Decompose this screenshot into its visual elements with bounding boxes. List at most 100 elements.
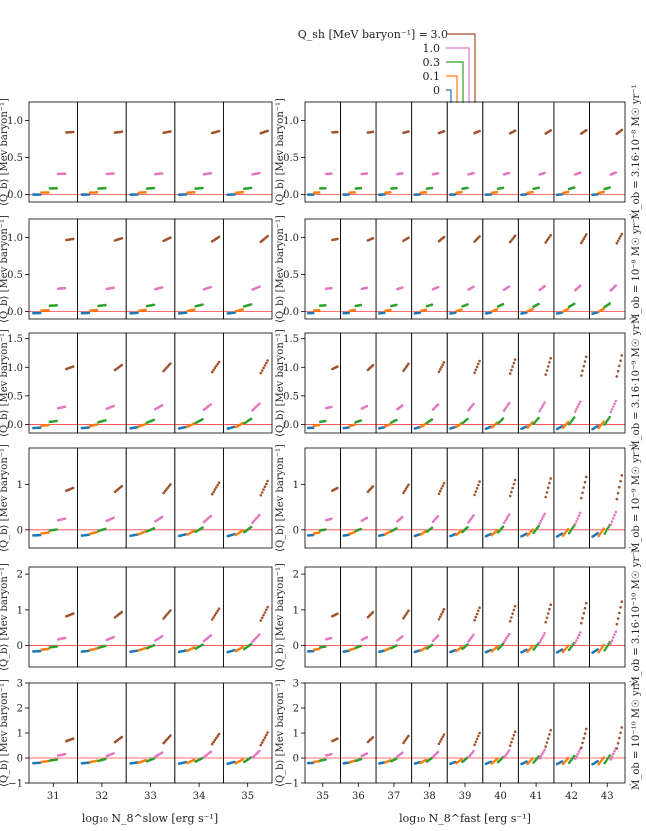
point-1.0: [542, 403, 545, 406]
point-0.3: [569, 529, 572, 533]
point-3.0: [619, 731, 622, 735]
panel-frame: [446, 101, 484, 203]
y-tick-label: 2: [17, 570, 23, 581]
point-3.0: [478, 359, 481, 363]
point-3.0: [582, 736, 586, 740]
point-0: [311, 311, 315, 315]
point-0.1: [602, 527, 605, 530]
point-3.0: [442, 607, 446, 611]
point-3.0: [508, 619, 512, 623]
panel-row-5-left: 31 32 33 34 35 −1 0 1 2 3 ⟨Q_b⟩ [Mev baryon⁻¹]: [0, 679, 273, 802]
panel-frame: [340, 447, 377, 549]
point-1.0: [612, 752, 615, 756]
point-3.0: [508, 494, 512, 498]
point-0.3: [572, 416, 576, 419]
legend-entry-3.0: 3.0: [431, 28, 449, 41]
point-3.0: [259, 743, 263, 747]
point-3.0: [616, 742, 620, 745]
point-0.3: [608, 186, 611, 189]
point-3.0: [336, 237, 339, 241]
point-0.3: [605, 644, 609, 648]
point-3.0: [620, 726, 624, 729]
point-0.3: [152, 303, 156, 307]
point-1.0: [209, 403, 213, 406]
panel-row-3-right: 0 1 ⟨Q_b⟩ [Mev baryon⁻¹]: [275, 444, 626, 552]
point-3.0: [217, 129, 221, 133]
point-0.3: [249, 417, 253, 421]
point-3.0: [478, 731, 481, 735]
point-0.3: [607, 642, 610, 646]
point-1.0: [112, 404, 115, 408]
point-3.0: [619, 359, 622, 363]
point-0.3: [359, 186, 363, 190]
point-3.0: [442, 361, 446, 364]
point-1.0: [160, 751, 164, 754]
point-3.0: [544, 495, 547, 499]
point-3.0: [371, 363, 375, 367]
point-0.1: [602, 643, 605, 647]
point-1.0: [507, 632, 511, 636]
point-1.0: [613, 633, 616, 636]
point-3.0: [169, 609, 172, 612]
legend-line-0.1: [446, 75, 458, 103]
point-0.1: [389, 308, 392, 312]
point-0.3: [569, 646, 572, 650]
point-3.0: [262, 366, 265, 370]
point-3.0: [618, 736, 621, 740]
x-tick-label: 32: [96, 791, 109, 802]
point-1.0: [365, 286, 369, 290]
point-0.1: [241, 758, 245, 761]
point-3.0: [581, 491, 584, 495]
point-3.0: [478, 480, 481, 483]
panel-frame: [553, 447, 590, 549]
point-3.0: [71, 737, 75, 740]
point-0.3: [537, 302, 540, 306]
point-1.0: [540, 405, 544, 409]
point-3.0: [212, 740, 215, 744]
point-0.1: [531, 757, 534, 760]
point-3.0: [441, 610, 445, 613]
point-1.0: [112, 172, 115, 175]
point-1.0: [330, 517, 333, 521]
panel-frame: [482, 447, 519, 549]
point-3.0: [618, 237, 621, 240]
point-3.0: [217, 235, 221, 239]
point-3.0: [262, 738, 265, 742]
point-1.0: [577, 750, 581, 753]
point-3.0: [215, 736, 218, 740]
point-3.0: [615, 375, 619, 378]
row-label: Ṁ_ob = 10⁻⁸ M☉ yr⁻¹: [630, 214, 642, 324]
panel-frame: [125, 101, 176, 203]
point-3.0: [212, 616, 215, 619]
point-1.0: [578, 171, 582, 174]
point-3.0: [120, 363, 124, 367]
panel-frame: [411, 682, 448, 784]
x-tick-label: 35: [241, 791, 254, 802]
point-3.0: [549, 356, 552, 360]
point-1.0: [502, 521, 506, 525]
axis-labels: log₁₀ N_8^slow [erg s⁻¹] log₁₀ N_8^fast […: [82, 812, 531, 825]
point-3.0: [336, 486, 339, 490]
panel-frame: [222, 447, 273, 549]
point-0.3: [430, 526, 434, 530]
point-1.0: [112, 635, 115, 639]
point-0.3: [603, 649, 606, 652]
point-3.0: [215, 486, 218, 489]
panel-frame: [375, 332, 413, 434]
point-3.0: [217, 607, 221, 610]
point-3.0: [212, 490, 215, 494]
point-0: [38, 193, 42, 196]
point-3.0: [583, 360, 587, 363]
point-0.3: [152, 644, 156, 647]
point-0.1: [47, 308, 50, 312]
point-3.0: [215, 364, 218, 368]
point-3.0: [259, 371, 263, 375]
panel-frame: [446, 447, 484, 549]
point-1.0: [542, 750, 545, 754]
point-1.0: [330, 405, 333, 409]
point-3.0: [546, 612, 550, 615]
point-3.0: [440, 737, 443, 741]
y-tick-label: 3: [17, 679, 23, 690]
point-1.0: [436, 172, 440, 175]
panel-frame: [340, 682, 377, 784]
